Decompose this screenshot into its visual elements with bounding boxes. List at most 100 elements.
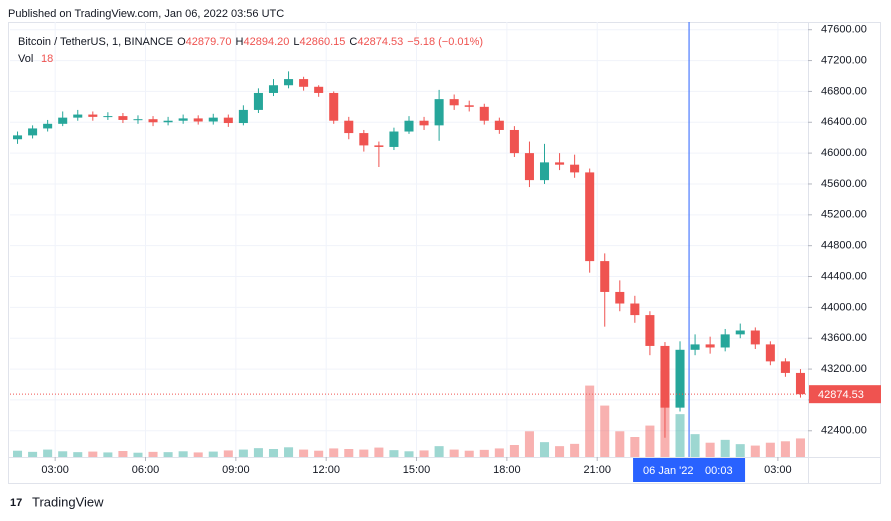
candle-body <box>705 344 715 348</box>
candle-body <box>374 145 384 147</box>
volume-bar <box>28 451 38 457</box>
volume-bar <box>585 385 595 457</box>
candle-body <box>284 79 294 86</box>
volume-bar <box>208 451 218 457</box>
chart-frame <box>8 22 881 484</box>
y-tick-label: 43600.00 <box>821 332 867 344</box>
volume-bar <box>253 448 263 457</box>
volume-bar <box>494 448 504 457</box>
volume-bar <box>434 446 444 457</box>
candle-body <box>163 120 173 123</box>
last-price-badge <box>809 385 881 404</box>
candle-body <box>268 85 279 93</box>
volume-bar <box>148 451 158 457</box>
candle-body <box>630 303 640 316</box>
volume-bar <box>299 449 309 457</box>
volume-bar <box>780 441 790 457</box>
candle-body <box>795 372 805 395</box>
x-tick-label: 21:00 <box>583 464 611 476</box>
candle-body <box>344 120 354 134</box>
x-tick-label: 09:00 <box>222 464 250 476</box>
change: −5.18 (−0.01%) <box>407 36 483 48</box>
candle-body <box>600 261 610 292</box>
candle-body <box>615 291 625 304</box>
candle-body <box>585 172 595 262</box>
volume-bar <box>765 442 775 457</box>
brand-logo: 17 <box>10 497 22 509</box>
y-tick-label: 45200.00 <box>821 209 867 221</box>
candle-body <box>675 349 685 408</box>
volume-bar <box>630 437 640 457</box>
candle-body <box>539 162 550 181</box>
y-tick-label: 44800.00 <box>821 240 867 252</box>
candle-body <box>103 116 113 118</box>
candle-body <box>660 345 670 408</box>
candle-body <box>58 117 68 124</box>
volume-bar <box>524 431 534 457</box>
candle-layer <box>13 71 805 438</box>
volume-bar <box>374 447 384 457</box>
volume-bar <box>314 450 324 457</box>
volume-bar <box>13 450 23 457</box>
candle-body <box>464 105 474 107</box>
volume-bar <box>795 438 805 457</box>
candle-body <box>223 117 233 124</box>
volume-bar <box>133 452 143 457</box>
candle-body <box>765 344 775 362</box>
volume-bar <box>193 452 203 457</box>
candle-body <box>524 153 534 181</box>
candle-body <box>389 131 399 147</box>
volume-bar <box>389 450 399 457</box>
candle-body <box>13 135 23 140</box>
footer: 17 TradingView <box>10 494 104 509</box>
candle-body <box>720 334 730 348</box>
volume-bar <box>570 443 580 457</box>
candle-body <box>780 361 790 373</box>
y-tick-label: 47200.00 <box>821 54 867 66</box>
candle-body <box>73 114 83 118</box>
volume-value: 18 <box>41 53 53 65</box>
y-tick-label: 45600.00 <box>821 178 867 190</box>
y-tick-label: 44000.00 <box>821 301 867 313</box>
symbol-title: Bitcoin / TetherUS, 1, BINANCE <box>18 36 173 48</box>
volume-bar <box>344 449 354 457</box>
crosshair-badge <box>633 458 746 482</box>
candle-body <box>314 86 324 93</box>
volume-bar <box>615 431 625 457</box>
volume-bar <box>464 450 474 457</box>
ohlc-key: H <box>236 36 244 48</box>
volume-bar <box>178 451 188 457</box>
volume-bar <box>103 452 113 457</box>
volume-bar <box>479 449 489 457</box>
y-tick-label: 42400.00 <box>821 425 867 437</box>
candle-body <box>208 117 218 122</box>
ohlc-key: C <box>349 36 357 48</box>
candle-body <box>404 120 414 132</box>
candle-body <box>750 330 760 345</box>
volume-bar <box>600 405 610 457</box>
grid: 47600.00 47200.00 46800.00 46400.00 46000.00… <box>10 22 867 476</box>
x-tick-label: 03:00 <box>764 464 792 476</box>
last-price-label: 42874.53 <box>818 389 864 401</box>
y-tick-label: 46000.00 <box>821 147 867 159</box>
candle-body <box>118 116 128 120</box>
candle-body <box>148 119 158 123</box>
x-tick-label: 12:00 <box>312 464 340 476</box>
volume-bar <box>404 451 414 457</box>
y-tick-label: 46400.00 <box>821 116 867 128</box>
y-tick-label: 47600.00 <box>821 24 867 36</box>
candle-body <box>299 79 309 87</box>
candle-body <box>735 330 745 335</box>
candle-body <box>479 106 489 121</box>
y-tick-label: 44400.00 <box>821 270 867 282</box>
candle-body <box>645 315 655 346</box>
candle-body <box>253 92 263 110</box>
volume-bar <box>329 448 339 457</box>
candle-body <box>88 114 98 117</box>
volume-bar <box>690 434 700 457</box>
crosshair-date: 06 Jan '22 <box>643 465 693 477</box>
ohlc-value: 42860.15 <box>300 36 346 48</box>
